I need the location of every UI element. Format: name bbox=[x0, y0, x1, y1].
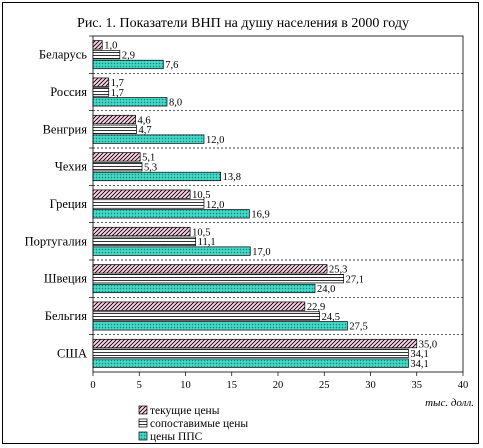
data-label: 1,0 bbox=[104, 41, 117, 52]
x-tick-label: 0 bbox=[90, 380, 95, 391]
data-label: 12,0 bbox=[206, 200, 224, 211]
data-label: 17,0 bbox=[252, 247, 270, 258]
data-label: 1,7 bbox=[111, 78, 124, 89]
data-label: 4,7 bbox=[138, 125, 151, 136]
bar bbox=[92, 134, 205, 144]
data-label: 12,0 bbox=[206, 135, 224, 146]
data-label: 22,9 bbox=[307, 302, 325, 313]
data-label: 8,0 bbox=[169, 98, 182, 109]
x-tick-label: 5 bbox=[137, 380, 142, 391]
bar bbox=[92, 77, 110, 87]
data-label: 5,1 bbox=[142, 153, 155, 164]
chart-frame bbox=[2, 2, 479, 444]
bar bbox=[92, 97, 168, 107]
data-label: 7,6 bbox=[165, 60, 178, 71]
category-label: Швеция bbox=[44, 272, 87, 286]
bar bbox=[92, 358, 409, 368]
bar bbox=[92, 321, 348, 331]
data-label: 16,9 bbox=[251, 210, 269, 221]
x-tick-label: 25 bbox=[319, 380, 330, 391]
bar bbox=[92, 114, 136, 125]
x-tick-label: 15 bbox=[227, 380, 238, 391]
bar bbox=[92, 40, 103, 50]
data-label: 34,1 bbox=[410, 349, 428, 360]
bar bbox=[92, 209, 250, 219]
legend: текущие цены сопоставимые цены цены ППС bbox=[138, 405, 248, 443]
bar bbox=[92, 162, 143, 172]
category-label: Греция bbox=[50, 197, 88, 211]
bar bbox=[92, 246, 251, 256]
bar bbox=[92, 171, 222, 182]
data-label: 10,5 bbox=[192, 227, 210, 238]
bar bbox=[92, 283, 316, 294]
x-axis-ticks: 0 5 10 15 20 25 30 35 40 bbox=[90, 372, 468, 391]
data-label: 13,8 bbox=[223, 172, 241, 183]
data-label: 24,5 bbox=[322, 312, 340, 323]
data-label: 1,7 bbox=[111, 88, 124, 99]
category-label: Чехия bbox=[55, 160, 87, 174]
data-label: 11,1 bbox=[198, 237, 216, 248]
bar bbox=[92, 264, 328, 274]
data-label: 25,3 bbox=[329, 265, 347, 276]
category-label: Беларусь bbox=[39, 48, 87, 62]
category-label: США bbox=[57, 346, 87, 360]
category-label: Венгрия bbox=[43, 122, 88, 136]
bar bbox=[92, 59, 164, 70]
x-tick-label: 40 bbox=[458, 380, 469, 391]
bar bbox=[92, 50, 121, 60]
category-label: Португалия bbox=[25, 234, 88, 248]
legend-swatch-ppp bbox=[138, 431, 148, 441]
bar bbox=[92, 338, 418, 349]
category-labels: Беларусь Россия Венгрия Чехия Греция Португал… bbox=[25, 35, 93, 360]
x-tick-label: 30 bbox=[365, 380, 376, 391]
bar bbox=[92, 124, 137, 134]
bar bbox=[92, 152, 141, 162]
legend-label-ppp: цены ППС bbox=[150, 431, 203, 443]
data-label: 2,9 bbox=[122, 50, 135, 61]
legend-label-comparable: сопоставимые цены bbox=[150, 418, 248, 430]
chart-title: Рис. 1. Показатели ВНП на душу населения… bbox=[77, 16, 409, 31]
bar bbox=[92, 189, 191, 199]
legend-label-current: текущие цены bbox=[150, 405, 220, 417]
legend-swatch-current bbox=[138, 405, 148, 415]
bar bbox=[92, 199, 205, 209]
data-label: 4,6 bbox=[138, 115, 151, 126]
x-tick-label: 20 bbox=[273, 380, 284, 391]
bar bbox=[92, 301, 306, 311]
bar bbox=[92, 274, 345, 284]
legend-swatch-comparable bbox=[138, 418, 148, 428]
bars: 1,0 2,9 7,6 1,71,7 8,0 4,64,7 12,0 5,15,3 13,8 10… bbox=[92, 40, 437, 370]
bar bbox=[92, 236, 197, 246]
bar bbox=[92, 226, 191, 237]
data-label: 27,5 bbox=[349, 322, 367, 333]
bar bbox=[92, 87, 110, 97]
x-tick-label: 10 bbox=[180, 380, 191, 391]
data-label: 5,3 bbox=[144, 162, 157, 173]
data-label: 10,5 bbox=[192, 190, 210, 201]
data-label: 24,0 bbox=[317, 284, 335, 295]
category-label: Бельгия bbox=[45, 309, 87, 323]
x-tick-label: 35 bbox=[412, 380, 423, 391]
data-label: 35,0 bbox=[419, 339, 437, 350]
bar bbox=[92, 311, 320, 321]
data-label: 34,1 bbox=[410, 359, 428, 370]
x-axis-unit: тыс. долл. bbox=[425, 397, 474, 409]
data-label: 27,1 bbox=[346, 274, 364, 285]
category-label: Россия bbox=[50, 85, 87, 99]
bar bbox=[92, 348, 409, 358]
